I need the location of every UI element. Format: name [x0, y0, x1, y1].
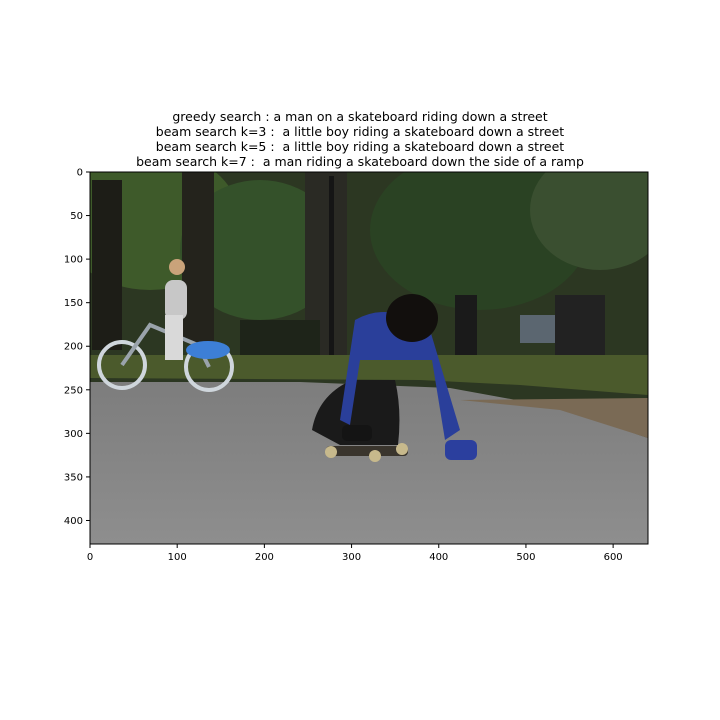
y-tick-label: 200: [64, 342, 83, 353]
y-tick-label: 350: [64, 472, 83, 483]
y-tick-label: 0: [77, 168, 83, 179]
x-tick-label: 100: [168, 552, 187, 563]
tree-trunk-left: [92, 180, 122, 350]
axes-frame: [89, 171, 649, 545]
x-tick-label: 200: [255, 552, 274, 563]
title-line-greedy: greedy search : a man on a skateboard ri…: [172, 109, 548, 124]
x-tick-label: 500: [516, 552, 535, 563]
background-person-1: [455, 295, 477, 365]
x-tick-label: 300: [342, 552, 361, 563]
y-tick-label: 400: [64, 516, 83, 527]
x-axis: 0 100 200 300 400 500 600: [87, 544, 623, 563]
y-tick-label: 150: [64, 298, 83, 309]
photo: [90, 172, 648, 544]
grass: [90, 355, 648, 395]
curb-leaves: [460, 398, 648, 438]
x-tick-label: 0: [87, 552, 93, 563]
skateboarder: [312, 294, 477, 462]
title-line-beam-5: beam search k=5 : a little boy riding a …: [155, 139, 565, 154]
title-line-beam-3: beam search k=3 : a little boy riding a …: [155, 124, 565, 139]
y-tick-label: 250: [64, 385, 83, 396]
lamp-post: [329, 176, 334, 372]
fence: [240, 320, 320, 355]
tree-foliage-mid: [180, 180, 340, 320]
cyclist: [97, 259, 234, 392]
road: [90, 382, 648, 544]
y-tick-label: 50: [70, 211, 83, 222]
y-axis: 0 50 100 150 200 250 300 350 400: [64, 168, 90, 527]
y-tick-label: 100: [64, 255, 83, 266]
y-tick-label: 300: [64, 429, 83, 440]
tree-trunk-center-left: [182, 172, 214, 342]
x-tick-label: 400: [429, 552, 448, 563]
tree-foliage-far-right: [530, 172, 648, 270]
parked-car: [520, 315, 555, 343]
title-line-beam-7: beam search k=7 : a man riding a skatebo…: [136, 154, 584, 169]
x-tick-label: 600: [604, 552, 623, 563]
